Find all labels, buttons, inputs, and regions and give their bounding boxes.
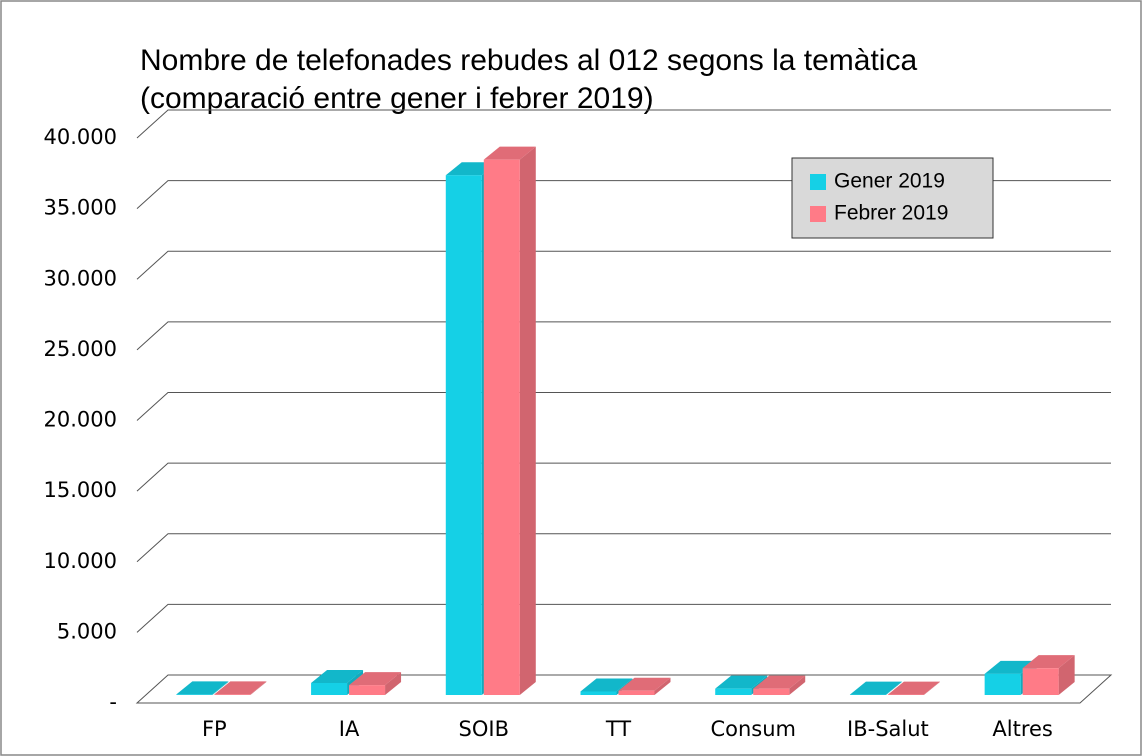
bar-top bbox=[214, 681, 267, 695]
bar bbox=[849, 681, 902, 695]
x-tick-label: IB-Salut bbox=[847, 717, 929, 741]
legend-swatch bbox=[810, 206, 826, 222]
bar-side bbox=[212, 681, 229, 695]
x-tick-label: SOIB bbox=[459, 717, 509, 741]
legend-swatch bbox=[810, 174, 826, 190]
bar-top bbox=[849, 681, 902, 695]
x-tick-label: Consum bbox=[710, 717, 796, 741]
grid-line bbox=[136, 533, 1111, 563]
x-tick-label: TT bbox=[605, 717, 631, 741]
bar bbox=[887, 681, 940, 695]
bar-top bbox=[311, 669, 364, 683]
y-tick-label: 5.000 bbox=[57, 619, 117, 643]
y-tick-label: 30.000 bbox=[44, 266, 117, 290]
legend-label: Gener 2019 bbox=[834, 170, 945, 193]
grid-line bbox=[136, 462, 1111, 492]
bar-top bbox=[1022, 655, 1075, 669]
bar bbox=[176, 681, 229, 695]
bar-front bbox=[445, 175, 482, 695]
y-tick-label: 10.000 bbox=[44, 549, 117, 573]
bar-side bbox=[789, 675, 806, 695]
x-tick-label: Altres bbox=[992, 717, 1052, 741]
bar-front bbox=[483, 159, 520, 696]
bar-top bbox=[753, 675, 806, 689]
bar-front bbox=[349, 685, 386, 695]
bar-front bbox=[176, 694, 213, 695]
bar-top bbox=[887, 681, 940, 695]
legend-box bbox=[791, 157, 994, 239]
chart-title: (comparació entre gener i febrer 2019) bbox=[140, 82, 654, 115]
grid-line bbox=[136, 109, 1111, 139]
bar-side bbox=[250, 681, 267, 695]
floor bbox=[135, 674, 1113, 704]
bar-side bbox=[1058, 655, 1075, 695]
bar-front bbox=[715, 688, 752, 695]
bar-top bbox=[715, 675, 768, 689]
bar-side bbox=[654, 677, 671, 695]
bar-front bbox=[214, 694, 251, 695]
bar-top bbox=[580, 678, 633, 692]
legend-label: Febrer 2019 bbox=[834, 202, 948, 225]
bar-side bbox=[385, 672, 402, 695]
bar-top bbox=[618, 677, 671, 691]
bar-front bbox=[1022, 668, 1059, 695]
bar bbox=[349, 672, 402, 695]
bar-top bbox=[349, 672, 402, 686]
bar-front bbox=[311, 682, 348, 695]
grid-line bbox=[136, 321, 1111, 351]
bar-side bbox=[519, 146, 536, 696]
grid-line bbox=[136, 250, 1111, 280]
grid-line bbox=[136, 603, 1111, 633]
bar-front bbox=[984, 673, 1021, 695]
bar-side bbox=[885, 681, 902, 695]
bar-front bbox=[618, 690, 655, 695]
bar-front bbox=[580, 691, 617, 695]
bar bbox=[483, 146, 536, 696]
y-tick-label: 15.000 bbox=[44, 478, 117, 502]
chart-title: Nombre de telefonades rebudes al 012 seg… bbox=[140, 44, 917, 77]
bar bbox=[214, 681, 267, 695]
y-tick-label: 35.000 bbox=[44, 196, 117, 220]
y-tick-label: 20.000 bbox=[44, 408, 117, 432]
bar bbox=[618, 677, 671, 695]
x-tick-label: IA bbox=[339, 717, 360, 741]
grid-line bbox=[136, 392, 1111, 421]
y-tick-label: 40.000 bbox=[44, 125, 117, 149]
y-tick-label: 25.000 bbox=[44, 337, 117, 361]
x-tick-label: FP bbox=[202, 717, 227, 741]
bar-top bbox=[483, 146, 536, 160]
bar bbox=[1022, 655, 1075, 695]
bar-side bbox=[923, 681, 940, 695]
bar bbox=[753, 675, 806, 695]
bar-top bbox=[176, 681, 229, 695]
bar-front bbox=[753, 688, 790, 695]
y-tick-label: - bbox=[109, 690, 117, 714]
